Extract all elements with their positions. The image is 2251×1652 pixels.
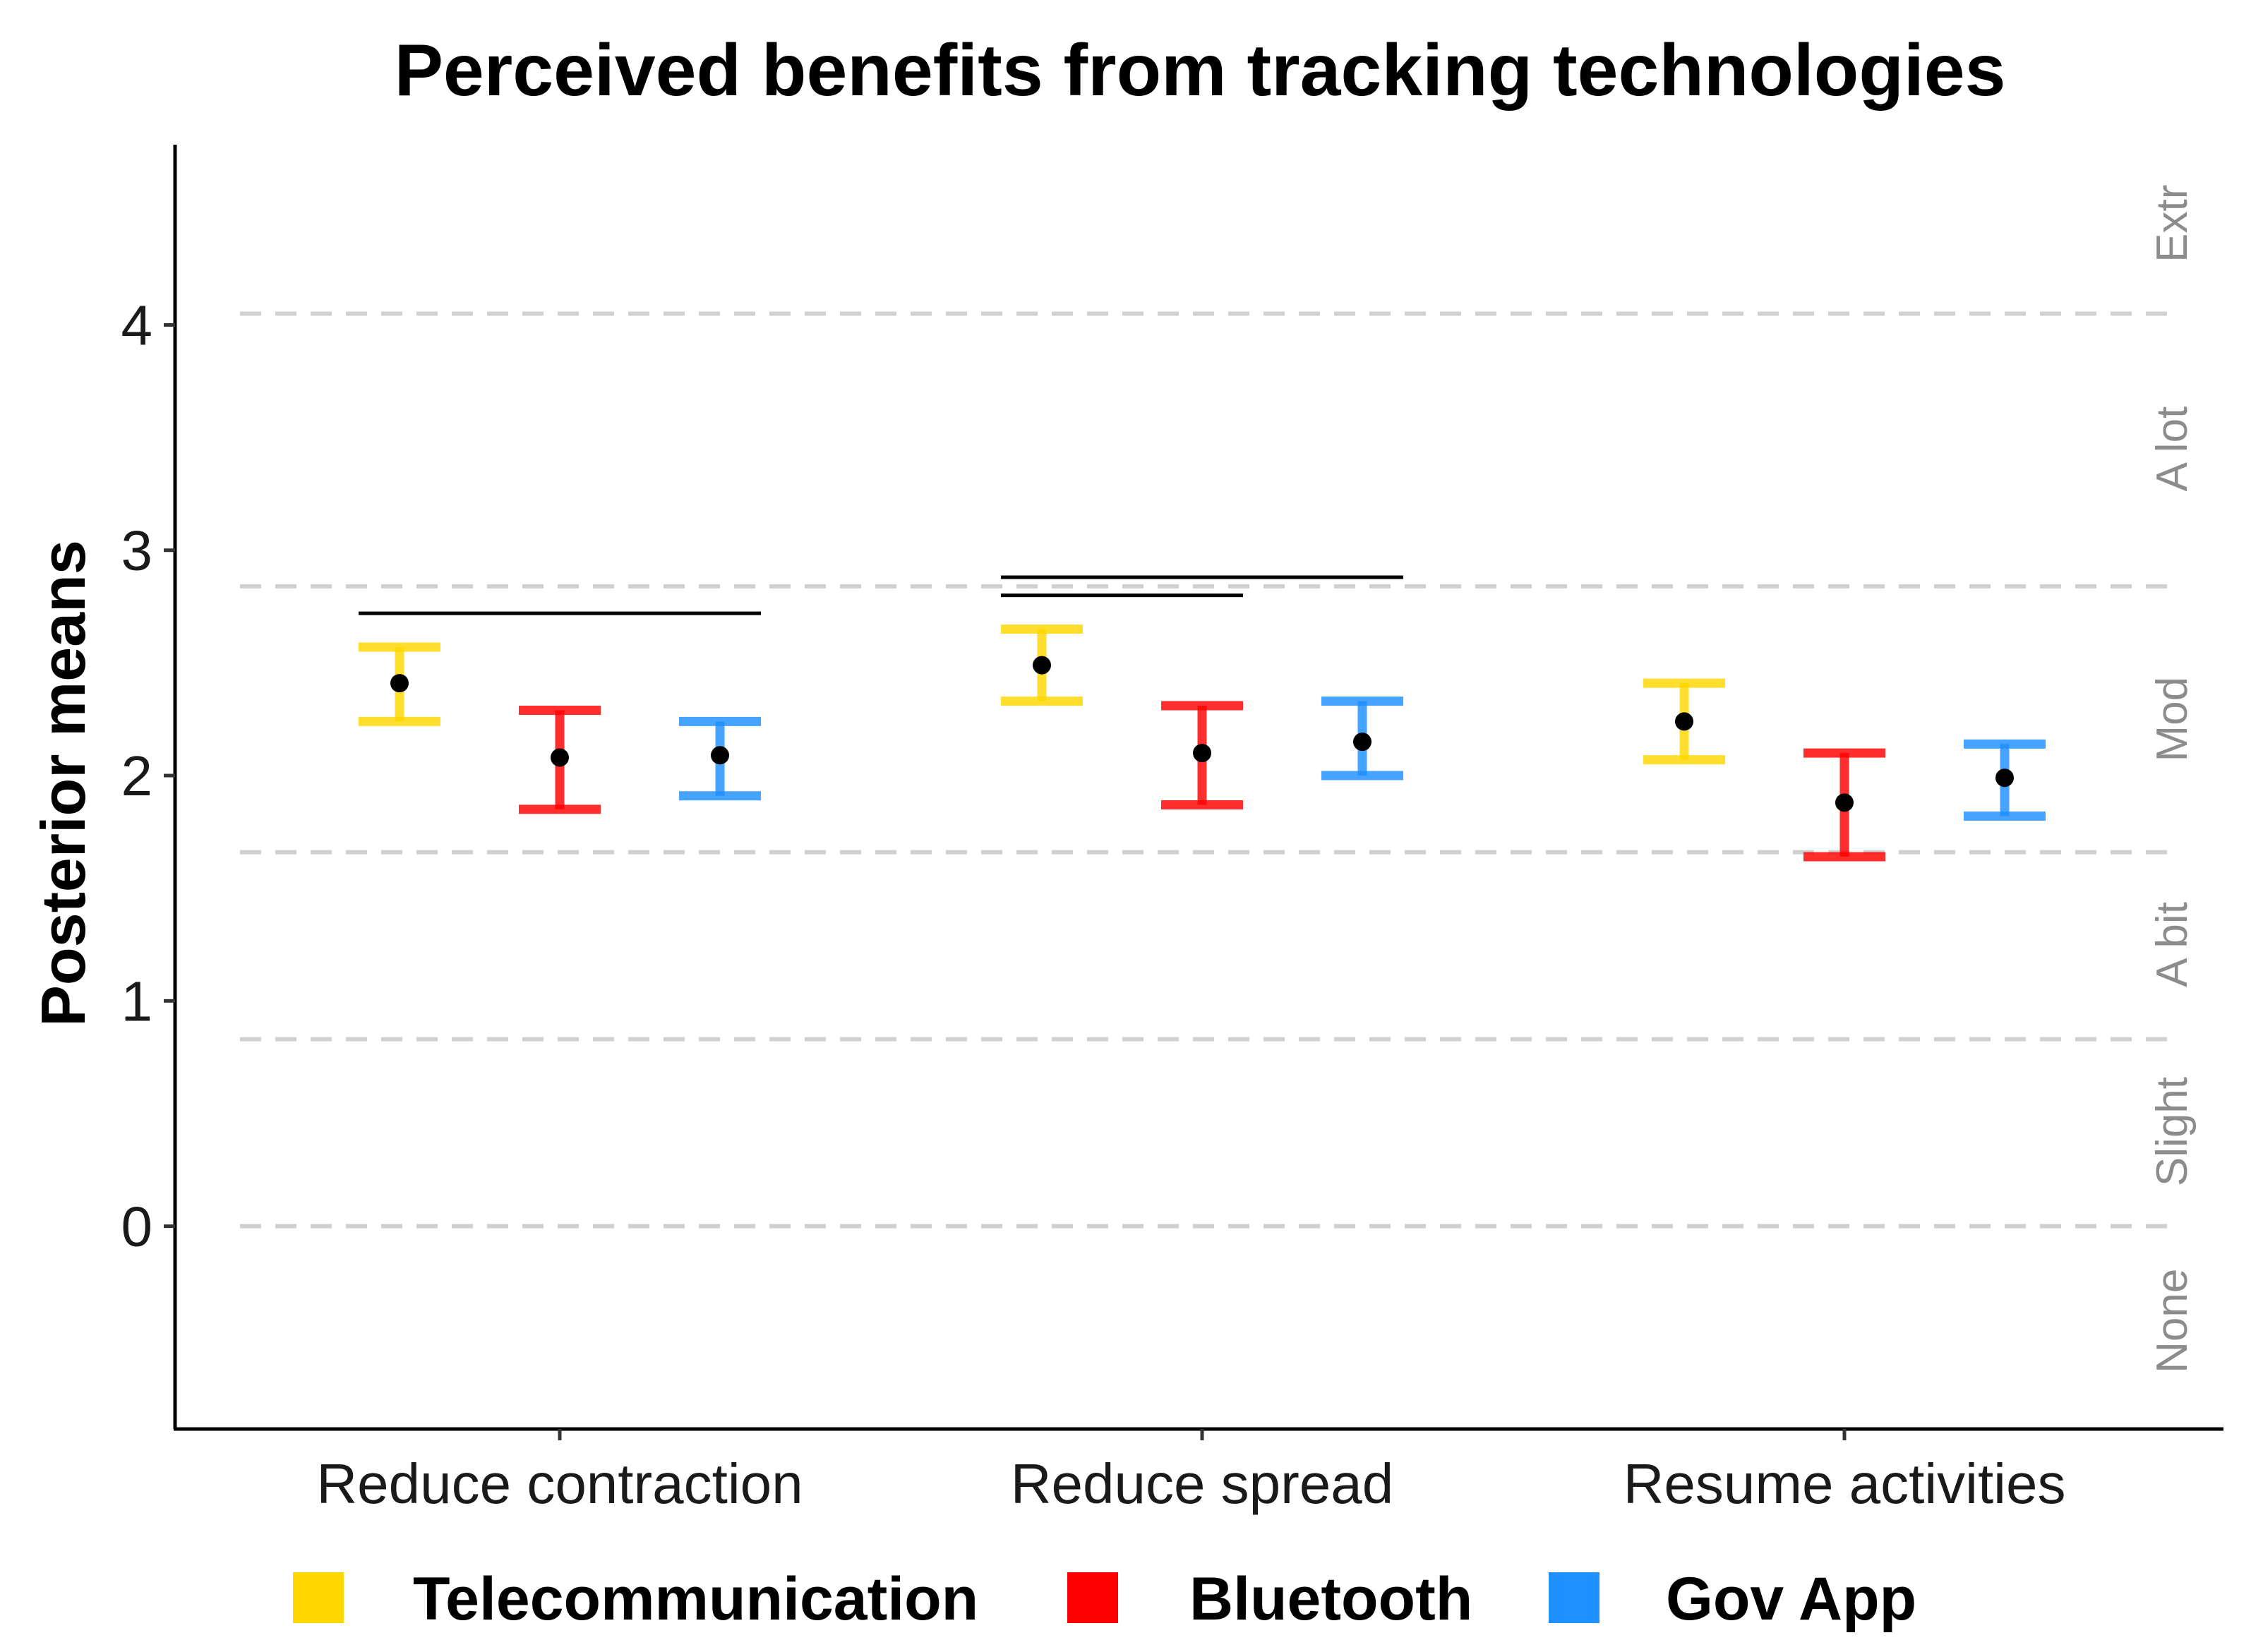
band-label-extr: Extr bbox=[2148, 185, 2197, 263]
y-tick-label-1: 1 bbox=[121, 970, 153, 1032]
y-axis-label: Posterior means bbox=[28, 540, 98, 1027]
y-tick-label-3: 3 bbox=[121, 519, 153, 582]
errorbar-telecommunication-reduce-spread bbox=[1001, 624, 1083, 706]
mean-point bbox=[390, 674, 409, 693]
errorbar-telecommunication-reduce-contraction bbox=[359, 642, 440, 726]
x-tick-label-reduce-spread: Reduce spread bbox=[1011, 1452, 1394, 1515]
legend-label-bluetooth: Bluetooth bbox=[1189, 1565, 1472, 1633]
y-tick-label-0: 0 bbox=[121, 1195, 153, 1258]
legend-label-gov-app: Gov App bbox=[1666, 1565, 1916, 1633]
error-bars bbox=[359, 624, 2046, 862]
y-tick-label-2: 2 bbox=[121, 744, 153, 807]
legend-swatch-bluetooth bbox=[1067, 1572, 1118, 1623]
band-label-slight: Slight bbox=[2148, 1077, 2197, 1186]
axes bbox=[173, 145, 2223, 1431]
band-labels: None Slight A bit Mod A lot Extr bbox=[2148, 185, 2197, 1373]
x-ticks: Reduce contraction Reduce spread Resume ac… bbox=[316, 1429, 2065, 1515]
legend-label-telecommunication: Telecommunication bbox=[413, 1565, 978, 1633]
legend: Telecommunication Bluetooth Gov App bbox=[293, 1565, 1916, 1633]
x-tick-label-reduce-contraction: Reduce contraction bbox=[316, 1452, 803, 1515]
mean-point bbox=[1835, 793, 1854, 812]
mean-point bbox=[1353, 732, 1371, 752]
band-label-mod: Mod bbox=[2148, 677, 2197, 762]
band-label-a-lot: A lot bbox=[2148, 406, 2197, 492]
errorbar-bluetooth-resume-activities bbox=[1803, 748, 1885, 862]
errorbar-gov-app-resume-activities bbox=[1964, 739, 2046, 821]
legend-swatch-gov-app bbox=[1549, 1572, 1599, 1623]
errorbar-bluetooth-reduce-contraction bbox=[519, 705, 601, 814]
mean-point bbox=[711, 746, 729, 765]
significance-brackets bbox=[359, 575, 1403, 615]
x-tick-label-resume-activities: Resume activities bbox=[1623, 1452, 2066, 1515]
mean-point bbox=[1193, 744, 1211, 763]
y-ticks: 0 1 2 3 4 bbox=[121, 294, 175, 1258]
chart-title: Perceived benefits from tracking technol… bbox=[395, 30, 2006, 111]
mean-point bbox=[1675, 712, 1693, 731]
legend-swatch-telecommunication bbox=[293, 1572, 344, 1623]
band-label-a-bit: A bit bbox=[2148, 902, 2197, 987]
mean-point bbox=[1033, 656, 1051, 675]
errorbar-bluetooth-reduce-spread bbox=[1161, 701, 1243, 810]
band-label-none: None bbox=[2148, 1269, 2197, 1373]
y-tick-label-4: 4 bbox=[121, 294, 153, 356]
mean-point bbox=[551, 748, 569, 767]
errorbar-gov-app-reduce-contraction bbox=[679, 716, 761, 801]
mean-point bbox=[1995, 768, 2014, 788]
errorbar-telecommunication-resume-activities bbox=[1643, 678, 1725, 765]
errorbar-gov-app-reduce-spread bbox=[1321, 697, 1403, 780]
threshold-lines bbox=[240, 311, 2167, 1229]
